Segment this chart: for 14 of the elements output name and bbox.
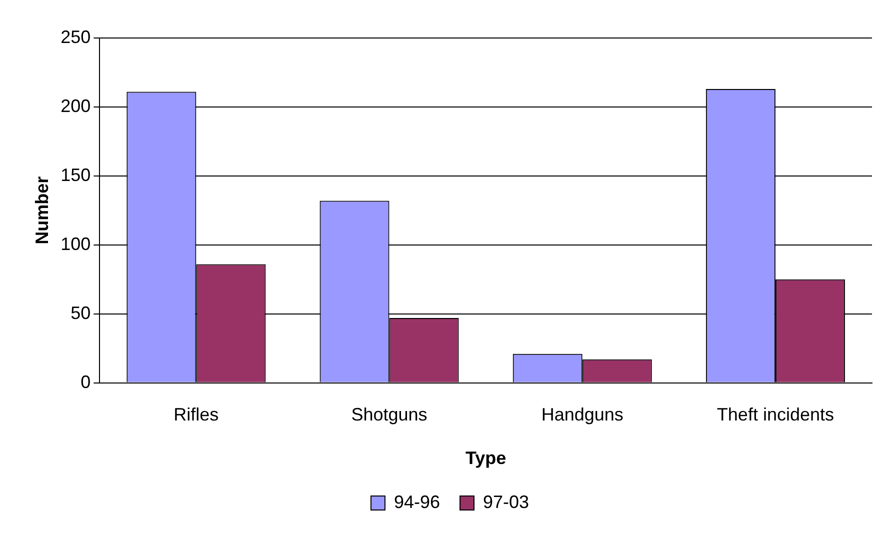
legend-label: 94-96 bbox=[394, 492, 440, 512]
x-tick-label: Handguns bbox=[541, 404, 624, 425]
y-tick-label: 50 bbox=[70, 302, 91, 323]
y-tick-label: 250 bbox=[60, 26, 91, 47]
x-tick-label: Rifles bbox=[174, 404, 219, 425]
y-axis-title: Number bbox=[32, 176, 52, 244]
legend-label: 97-03 bbox=[483, 492, 530, 512]
x-tick-label: Theft incidents bbox=[716, 404, 834, 425]
x-tick-label: Shotguns bbox=[351, 404, 428, 425]
y-tick-label: 200 bbox=[60, 96, 91, 116]
y-tick-label: 150 bbox=[60, 164, 91, 185]
y-tick-label: 100 bbox=[60, 234, 91, 254]
x-axis-title: Type bbox=[465, 448, 506, 468]
y-tick-label: 0 bbox=[80, 372, 91, 392]
